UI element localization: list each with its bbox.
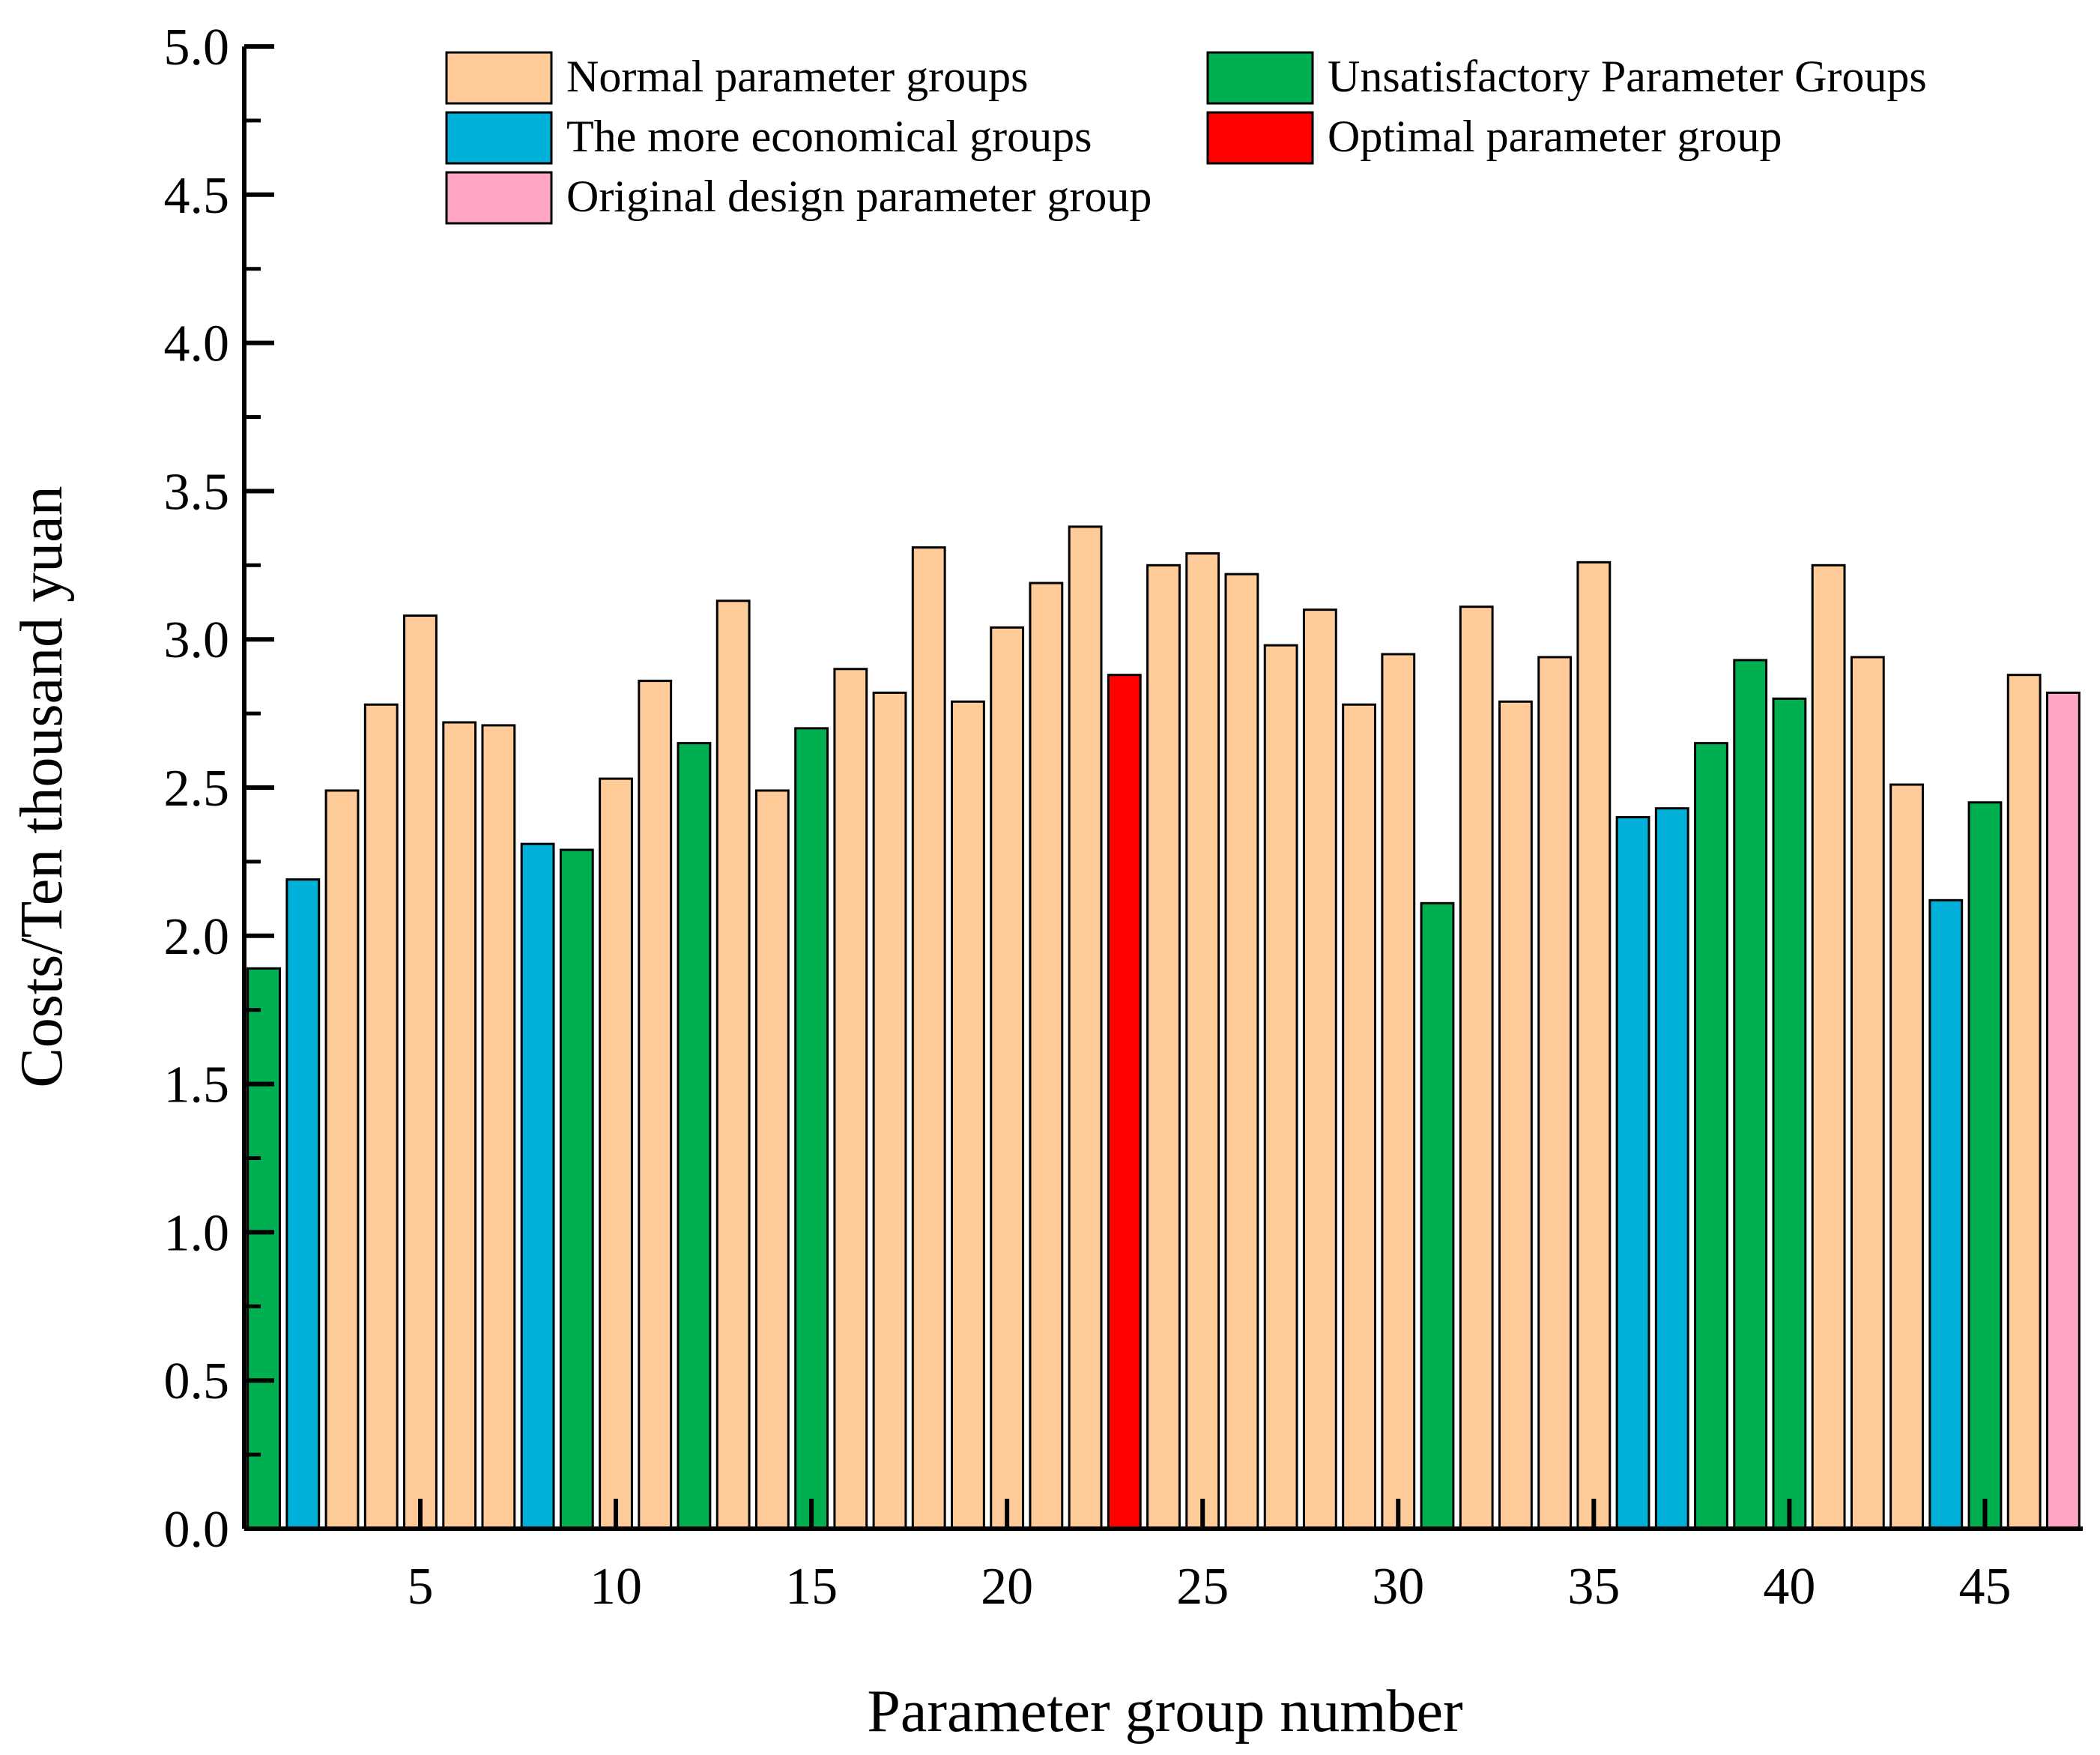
bar-15 <box>794 727 829 1530</box>
bar-24 <box>1146 564 1181 1530</box>
bar-28 <box>1302 608 1337 1530</box>
bar-25 <box>1185 552 1220 1530</box>
bar-44 <box>1928 898 1964 1530</box>
y-tick-label: 0.5 <box>164 1353 230 1410</box>
bar-45 <box>1967 801 2003 1530</box>
bar-14 <box>754 789 790 1530</box>
legend-label-original: Original design parameter group <box>566 172 1152 221</box>
x-tick-label: 35 <box>1567 1558 1620 1616</box>
x-tick-label: 45 <box>1958 1558 2011 1616</box>
y-tick-label: 3.5 <box>164 463 230 521</box>
bar-32 <box>1459 605 1494 1530</box>
bar-13 <box>715 599 751 1530</box>
x-ticks-layer: 5 10 15 20 25 30 35 40 45 <box>407 1499 2011 1616</box>
bar-31 <box>1420 901 1455 1530</box>
bar-47 <box>2045 691 2081 1530</box>
bar-8 <box>520 842 555 1530</box>
bar-10 <box>599 777 633 1530</box>
bar-23 <box>1107 674 1142 1530</box>
y-tick-label: 2.0 <box>164 908 230 966</box>
y-tick-label: 5.0 <box>164 19 230 76</box>
legend-label-economical: The more economical groups <box>566 112 1092 161</box>
bar-33 <box>1498 700 1533 1530</box>
bar-19 <box>951 700 985 1530</box>
bar-1 <box>246 967 282 1530</box>
y-tick-label: 4.5 <box>164 167 230 225</box>
bar-12 <box>677 742 712 1530</box>
legend-label-optimal: Optimal parameter group <box>1328 112 1782 161</box>
x-tick-label: 15 <box>785 1558 838 1616</box>
y-tick-label: 3.0 <box>164 611 230 669</box>
bar-18 <box>911 546 946 1530</box>
y-tick-label: 1.5 <box>164 1057 230 1114</box>
bar-46 <box>2006 674 2042 1530</box>
x-tick-label: 40 <box>1763 1558 1815 1616</box>
bar-16 <box>833 668 868 1530</box>
legend-swatch-unsatisfactory <box>1206 51 1314 105</box>
bar-5 <box>403 614 438 1530</box>
bar-40 <box>1772 697 1807 1530</box>
bars-layer <box>246 525 2081 1530</box>
bar-9 <box>559 848 594 1530</box>
bar-30 <box>1381 653 1416 1530</box>
bar-29 <box>1342 703 1376 1530</box>
y-axis-title: Costs/Ten thousand yuan <box>9 486 75 1087</box>
bar-36 <box>1615 816 1650 1530</box>
x-tick-label: 30 <box>1372 1558 1424 1616</box>
bar-43 <box>1889 783 1924 1530</box>
bar-2 <box>285 878 321 1530</box>
x-tick-label: 10 <box>590 1558 642 1616</box>
x-tick-label: 20 <box>981 1558 1033 1616</box>
x-axis-title: Parameter group number <box>867 1679 1462 1745</box>
bar-41 <box>1811 564 1846 1530</box>
y-tick-label: 0.0 <box>164 1501 230 1559</box>
legend-swatch-original <box>445 171 553 225</box>
legend-swatch-economical <box>445 111 553 165</box>
x-tick-label: 5 <box>407 1558 433 1616</box>
bar-20 <box>990 626 1025 1530</box>
bar-38 <box>1694 742 1728 1530</box>
legend-label-normal: Normal parameter groups <box>566 52 1028 101</box>
bar-37 <box>1654 807 1689 1530</box>
y-tick-label: 2.5 <box>164 760 230 818</box>
y-tick-label: 1.0 <box>164 1204 230 1262</box>
bar-22 <box>1068 525 1103 1530</box>
bar-34 <box>1537 656 1573 1530</box>
legend: Normal parameter groups Unsatisfactory Pa… <box>445 51 1927 225</box>
legend-swatch-optimal <box>1206 111 1314 165</box>
bar-42 <box>1850 656 1885 1530</box>
bar-17 <box>872 691 907 1530</box>
bar-4 <box>363 703 399 1530</box>
bar-6 <box>442 721 477 1530</box>
y-ticks-layer: 0.0 0.5 1.0 1.5 2.0 2.5 3.0 3.5 4.0 4.5 5.0 <box>164 19 274 1559</box>
legend-swatch-normal <box>445 51 553 105</box>
x-tick-label: 25 <box>1176 1558 1229 1616</box>
bar-7 <box>481 724 516 1530</box>
bar-3 <box>324 789 360 1530</box>
bar-35 <box>1576 561 1612 1530</box>
bar-27 <box>1263 644 1298 1530</box>
bar-21 <box>1029 582 1064 1530</box>
y-tick-label: 4.0 <box>164 315 230 373</box>
bar-39 <box>1733 659 1768 1530</box>
bar-26 <box>1224 573 1259 1530</box>
bar-11 <box>638 680 673 1530</box>
legend-label-unsatisfactory: Unsatisfactory Parameter Groups <box>1328 52 1927 101</box>
